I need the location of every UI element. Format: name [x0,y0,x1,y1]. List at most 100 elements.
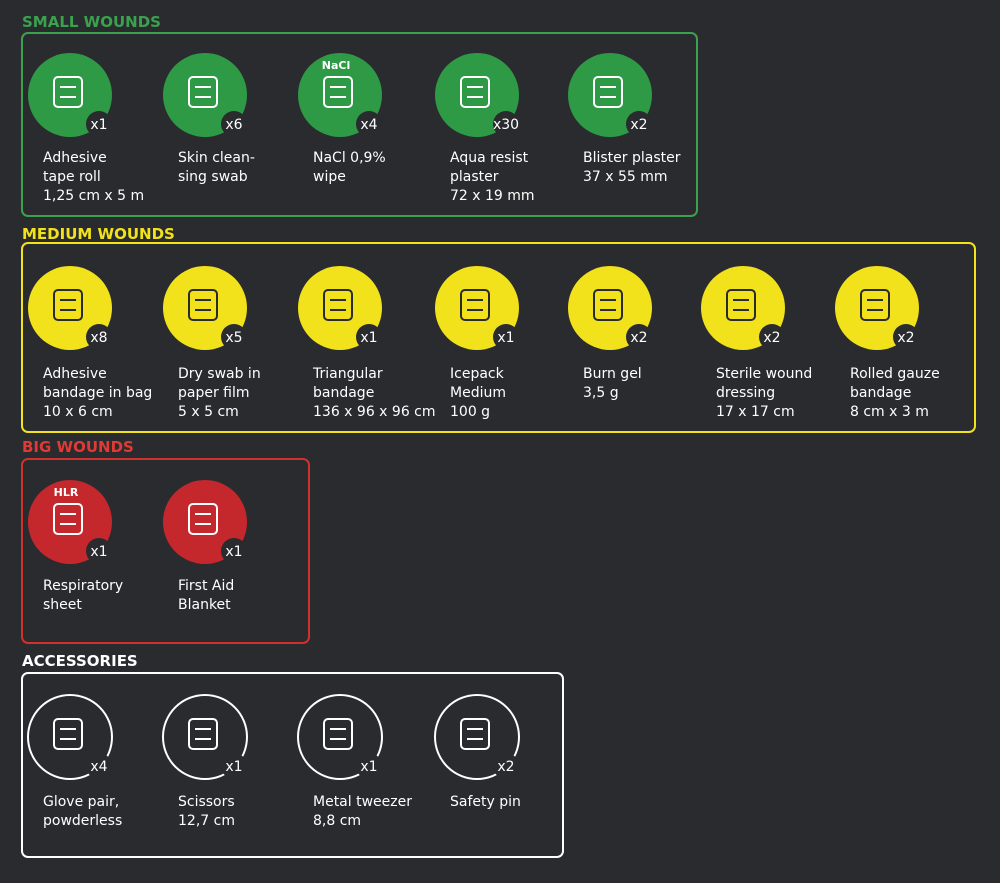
item-label: 100 g [450,404,490,420]
quantity: x6 [225,117,242,133]
item-label: Triangular [312,366,383,382]
item-label: dressing [716,385,775,401]
quantity: x2 [630,117,647,133]
item-label: Rolled gauze [850,366,940,382]
item-label: 1,25 cm x 5 m [43,188,144,204]
quantity: x1 [90,544,107,560]
icon-glyph [53,718,83,750]
item: x2 Blister plaster 37 x 55 mm [568,53,681,185]
quantity: x5 [225,330,242,346]
quantity-badge [356,111,382,137]
item: x5 Dry swab in paper film 5 x 5 cm [163,266,261,420]
item-label: Dry swab in [178,366,261,382]
item-label: Burn gel [583,366,642,382]
quantity-badge [86,111,112,137]
quantity: x2 [497,759,514,775]
item: x2 Sterile wound dressing 17 x 17 cm [701,266,812,420]
section-box [21,32,698,217]
item: x6 Skin clean-sing swab [163,53,255,185]
quantity-badge [356,324,382,350]
section-box [21,242,976,433]
item-label: Adhesive [43,150,107,166]
item-label: 136 x 96 x 96 cm [313,404,436,420]
item-label: NaCl 0,9% [313,150,386,166]
item-label: bandage [313,385,374,401]
icon-circle [27,694,113,780]
item-label: 10 x 6 cm [43,404,113,420]
quantity: x1 [225,759,242,775]
icon-glyph [188,76,218,108]
item-label: 3,5 g [583,385,619,401]
item: x2 Safety pin [434,694,521,810]
item-label: First Aid [178,578,234,594]
quantity: x1 [497,330,514,346]
icon-glyph [726,289,756,321]
item-label: Respiratory [43,578,123,594]
item-label: Adhesive [43,366,107,382]
quantity-badge [493,324,519,350]
item: x1 Metal tweezer 8,8 cm [297,694,412,829]
icon-circle [434,694,520,780]
item: HLR x1 Respiratory sheet [28,480,123,613]
icon-glyph [53,76,83,108]
item-label: Scissors [178,794,235,810]
icon-text: NaCl [322,59,350,72]
item-label: sing swab [178,169,248,185]
quantity-badge [493,753,519,779]
item-label: 8 cm x 3 m [850,404,929,420]
quantity: x1 [225,544,242,560]
item: x2 Rolled gauze bandage 8 cm x 3 m [835,266,940,420]
quantity: x2 [763,330,780,346]
quantity-badge [221,753,247,779]
icon-circle [297,694,383,780]
item: x8 Adhesive bandage in bag 10 x 6 cm [28,266,152,420]
quantity-badge [893,324,919,350]
icon-text: HLR [54,486,79,499]
quantity: x2 [630,330,647,346]
quantity-badge [626,111,652,137]
item-label: 72 x 19 mm [450,188,535,204]
quantity-badge [759,324,785,350]
item-label: 17 x 17 cm [716,404,795,420]
icon-glyph [53,503,83,535]
section-box [21,458,310,644]
item-label: 37 x 55 mm [583,169,668,185]
quantity-badge [626,324,652,350]
item-label: Sterile wound [716,366,812,382]
quantity-badge [221,111,247,137]
item-label: Blister plaster [583,150,681,166]
item-label: wipe [313,169,346,185]
quantity-badge [86,538,112,564]
item-label: 12,7 cm [178,813,235,829]
icon-glyph [323,76,353,108]
quantity: x4 [360,117,377,133]
item-label: powderless [43,813,122,829]
item-label: 5 x 5 cm [178,404,239,420]
item: x4 Glove pair, powderless [27,694,122,829]
quantity: x1 [360,759,377,775]
item-label: sheet [43,597,82,613]
item-label: bandage in bag [43,385,152,401]
item-label: Medium [450,385,506,401]
item-label: bandage [850,385,911,401]
icon-glyph [323,718,353,750]
icon-glyph [188,289,218,321]
item-label: 8,8 cm [313,813,361,829]
section-title: ACCESSORIES [22,652,138,670]
item-label: plaster [450,169,499,185]
quantity: x4 [90,759,107,775]
item: x1 Scissors 12,7 cm [162,694,248,829]
quantity-badge [221,324,247,350]
section-title: MEDIUM WOUNDS [22,225,175,243]
item: x1 First Aid Blanket [163,480,247,613]
icon-glyph [593,76,623,108]
item-label: tape roll [43,169,101,185]
item: NaCl x4 NaCl 0,9% wipe [298,53,386,185]
quantity: x8 [90,330,107,346]
item-label: Skin clean- [178,150,255,166]
item-label: paper film [178,385,250,401]
item-label: Safety pin [450,794,521,810]
quantity-badge [221,538,247,564]
item: x1 Adhesive tape roll 1,25 cm x 5 m [28,53,144,204]
